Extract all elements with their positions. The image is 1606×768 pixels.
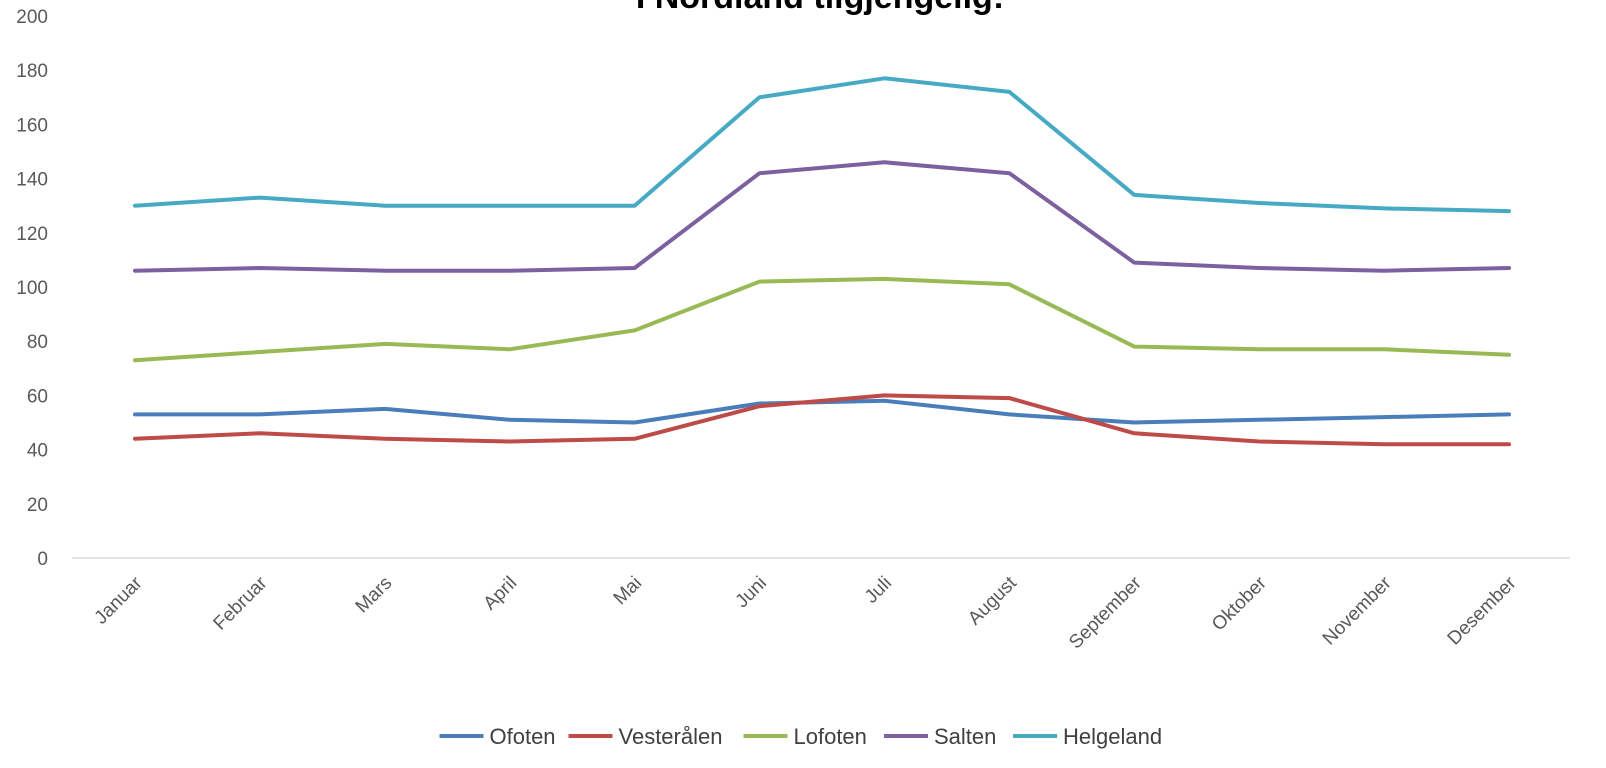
x-tick-label: Mai <box>610 573 647 610</box>
x-tick-label: April <box>480 573 522 615</box>
legend-label: Vesterålen <box>619 724 723 749</box>
y-tick-label: 120 <box>16 224 48 245</box>
series-line-helgeland <box>133 76 1511 214</box>
x-tick-label: November <box>1319 572 1396 649</box>
x-tick-label: Mars <box>352 573 397 618</box>
y-tick-label: 180 <box>16 61 48 82</box>
x-tick-label: Oktober <box>1208 572 1271 635</box>
y-tick-label: 80 <box>27 332 48 353</box>
legend-item-vester-len: Vesterålen <box>568 724 723 749</box>
x-tick-label: Januar <box>91 572 147 628</box>
x-tick-label: September <box>1065 572 1146 653</box>
legend-item-lofoten: Lofoten <box>743 724 867 749</box>
series-line-ofoten <box>133 398 1511 425</box>
legend-label: Ofoten <box>490 724 556 749</box>
legend: Ofoten Vesterålen Lofoten Salten Helgeland <box>439 724 1162 749</box>
x-tick-label: August <box>964 572 1021 629</box>
series-line-vester-len <box>133 393 1511 447</box>
legend-item-ofoten: Ofoten <box>439 724 556 749</box>
series-lines <box>133 76 1511 447</box>
x-tick-label: Februar <box>210 572 272 634</box>
legend-label: Lofoten <box>794 724 867 749</box>
x-tick-label: Juni <box>732 573 771 612</box>
y-tick-label: 40 <box>27 441 48 462</box>
y-tick-label: 20 <box>27 495 48 516</box>
x-tick-label: Juli <box>861 573 896 608</box>
y-axis-tick-labels: 0 20 40 60 80 100 120 140 160 180 200 <box>16 7 48 570</box>
y-tick-label: 160 <box>16 115 48 136</box>
x-tick-label: Desember <box>1444 572 1521 649</box>
chart-title: I Nordland tilgjengelig: <box>636 0 1004 16</box>
legend-item-helgeland: Helgeland <box>1013 724 1162 749</box>
y-tick-label: 0 <box>37 549 48 570</box>
legend-item-salten: Salten <box>884 724 996 749</box>
y-tick-label: 100 <box>16 278 48 299</box>
series-line-lofoten <box>133 276 1511 363</box>
y-tick-label: 200 <box>16 7 48 28</box>
legend-label: Salten <box>934 724 996 749</box>
y-tick-label: 60 <box>27 386 48 407</box>
series-line-salten <box>133 160 1511 273</box>
x-axis-tick-labels: Januar Februar Mars April Mai Juni Juli August S… <box>91 572 1521 653</box>
y-tick-label: 140 <box>16 170 48 191</box>
legend-label: Helgeland <box>1063 724 1162 749</box>
